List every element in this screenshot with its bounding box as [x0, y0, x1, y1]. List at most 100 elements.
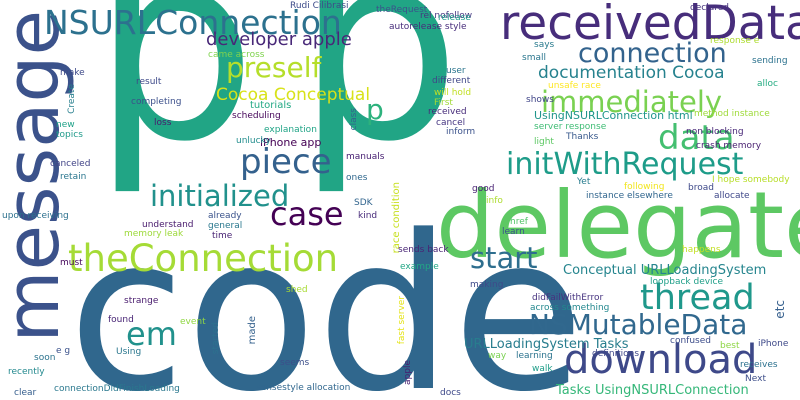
cloud-word: confused: [670, 336, 711, 346]
cloud-word: completing: [131, 97, 182, 107]
cloud-word: must: [60, 258, 83, 268]
cloud-word: broad: [688, 183, 714, 193]
cloud-word: didFailWithError: [532, 293, 604, 303]
cloud-word: theRequest: [376, 5, 428, 15]
cloud-word: learn: [502, 227, 525, 237]
cloud-word: p: [366, 93, 384, 126]
cloud-word: example: [400, 262, 439, 272]
cloud-word: p: [92, 0, 258, 199]
cloud-word: Next: [745, 374, 766, 384]
cloud-word: class: [349, 108, 359, 131]
cloud-word: code: [68, 190, 585, 400]
cloud-word: found: [108, 315, 134, 325]
cloud-word: recently: [8, 367, 45, 377]
cloud-word: SDK: [354, 198, 373, 208]
cloud-word: start: [470, 241, 538, 275]
cloud-word: receivedData: [500, 0, 800, 51]
cloud-word: kind: [358, 211, 378, 221]
cloud-word: I hope somebody: [712, 175, 790, 185]
cloud-word: general: [208, 221, 243, 231]
cloud-word: Using: [116, 347, 142, 357]
cloud-word: walk: [532, 364, 553, 374]
cloud-word: declared: [690, 3, 729, 13]
cloud-word: sensestyle allocation: [256, 383, 351, 393]
cloud-word: time: [212, 231, 233, 241]
cloud-word: soon: [34, 353, 56, 363]
cloud-word: iPhone: [758, 339, 789, 349]
cloud-word: sending: [752, 56, 788, 66]
cloud-word: retain: [60, 172, 87, 182]
cloud-word: Create: [67, 84, 77, 114]
cloud-word: case: [270, 195, 344, 233]
cloud-word: NSMutableData: [529, 308, 748, 341]
cloud-word: Yet: [577, 177, 591, 187]
cloud-word: loss: [154, 118, 172, 128]
cloud-word: learning: [516, 351, 553, 361]
cloud-word: server response: [534, 122, 607, 132]
cloud-word: crash memory: [696, 141, 762, 151]
cloud-word: came across: [208, 50, 265, 60]
cloud-word: made: [247, 316, 258, 345]
cloud-word: delegate: [436, 172, 800, 279]
cloud-word: fast server: [397, 296, 407, 345]
cloud-word: light: [534, 137, 554, 147]
cloud-word: non blocking: [686, 127, 744, 137]
cloud-word: URLLoadingSystem Tasks: [464, 337, 629, 352]
cloud-word: clear: [14, 388, 37, 398]
cloud-word: make: [60, 68, 85, 78]
cloud-word: following: [624, 182, 665, 192]
cloud-word: understand: [142, 220, 194, 230]
cloud-word: download: [564, 337, 758, 383]
cloud-word: connection: [578, 38, 727, 69]
cloud-word: race condition: [391, 182, 402, 254]
cloud-word: already: [208, 211, 242, 221]
cloud-word: piece: [240, 142, 332, 182]
cloud-word: user: [446, 66, 466, 76]
cloud-word: ones: [346, 173, 368, 183]
cloud-word: First: [434, 98, 453, 108]
cloud-word: shed: [286, 285, 308, 295]
cloud-word: event: [180, 317, 206, 327]
cloud-word: initialized: [150, 179, 290, 213]
cloud-word: etc: [773, 300, 787, 319]
cloud-word: alloc: [757, 79, 778, 89]
cloud-word: rel nofollow: [420, 11, 473, 21]
cloud-word: happens: [682, 245, 721, 255]
cloud-word: unsafe race: [548, 81, 601, 91]
cloud-word: immediately: [541, 85, 723, 119]
cloud-word: Conceptual URLLoadingSystem: [563, 263, 767, 278]
cloud-word: developer apple: [206, 29, 352, 50]
cloud-word: making: [470, 280, 504, 290]
cloud-word: docs: [440, 388, 461, 398]
cloud-word: Cocoa Conceptual: [216, 85, 371, 105]
cloud-word: strange: [124, 296, 159, 306]
cloud-word: response e: [710, 36, 760, 46]
cloud-word: shows: [526, 95, 554, 105]
cloud-word: Thanks: [566, 132, 599, 142]
cloud-word: way: [488, 351, 507, 361]
cloud-word: definitions: [592, 349, 640, 359]
cloud-word: theConnection: [68, 237, 339, 280]
cloud-word: info: [486, 196, 503, 206]
cloud-word: good: [472, 184, 495, 194]
cloud-word: started: [211, 322, 221, 355]
cloud-word: release: [438, 13, 471, 23]
cloud-word: sends back: [398, 245, 449, 255]
cloud-word: small: [522, 53, 546, 63]
cloud-word: upon receiving: [2, 211, 69, 221]
cloud-word: best: [720, 341, 740, 351]
cloud-word: inform: [446, 127, 476, 137]
cloud-word: new: [56, 120, 75, 130]
cloud-word: autorelease style: [389, 22, 467, 32]
cloud-word: p: [296, 0, 462, 199]
cloud-word: receives: [740, 360, 778, 370]
cloud-word: UsingNSURLConnection html: [534, 109, 693, 122]
cloud-word: allocate: [714, 191, 750, 201]
cloud-word: topics: [56, 130, 83, 140]
cloud-word: across something: [530, 303, 610, 313]
cloud-word: initWithRequest: [506, 147, 744, 182]
cloud-word: preself: [226, 51, 322, 84]
cloud-word: cancel: [436, 118, 466, 128]
cloud-word: apple: [403, 360, 413, 385]
